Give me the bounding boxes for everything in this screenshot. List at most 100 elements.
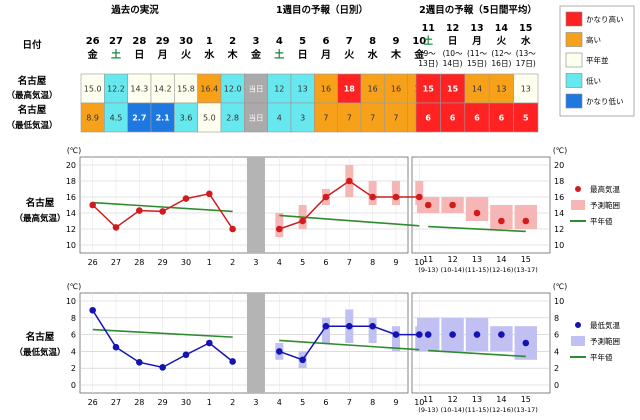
min-row-type-label: （最低気温） [6,120,57,131]
w2-day-label: 15 [519,23,532,34]
today-shade [246,293,265,393]
category-legend-label: かなり高い [586,14,624,24]
date-weekday-label: 日 [134,49,144,61]
y-tick-label: 0 [71,381,76,390]
max-row-value: 15.8 [177,85,195,94]
w2-point [498,217,505,225]
legend-range-label: 予測範囲 [590,200,620,210]
date-day-label: 30 [179,36,193,47]
w2-y-tick-label: 18 [554,177,564,186]
w2-x-tick-label: 13 [472,255,482,264]
x-tick-label: 7 [347,258,352,267]
w2-x-tick-sub-label: (12-16) [489,406,513,414]
w2-weekday-label: 火 [497,36,507,47]
legend-range-swatch [571,336,585,346]
forecast-range-bar [321,317,330,343]
date-weekday-label: 木 [227,48,239,61]
forecast-point [392,193,400,201]
date-day-label: 4 [276,36,283,47]
w2-day-label: 11 [422,23,435,34]
w2-y-tick-label: 4 [554,347,559,356]
date-day-label: 27 [109,36,123,47]
w2-x-tick-sub-label: (10-14) [441,266,465,274]
x-tick-label: 4 [277,258,282,267]
y-tick-label: 4 [71,347,76,356]
w2-y-tick-label: 14 [554,209,564,218]
w2-x-tick-sub-label: (12-16) [489,266,513,274]
min-row-value: 3.6 [180,114,193,123]
x-tick-label: 26 [88,398,98,407]
w2-range-label-2: 17日) [516,59,536,68]
category-legend-swatch [565,93,583,109]
section-week2-title: 2週目の予報（5日間平均） [419,4,537,16]
x-tick-label: 30 [181,398,191,407]
w2-x-tick-label: 15 [521,395,531,404]
w2-weekday-label: 月 [471,36,482,47]
w2-point [522,217,530,225]
w2-point [498,331,505,338]
w2-max-row-cell [415,73,441,104]
category-legend-label: 高い [586,35,601,45]
w2-min-row-cell [415,102,441,133]
max-row-city-label: 名古屋 [18,75,47,87]
w2-day-label: 12 [446,23,459,34]
w2-range-label: (11～ [467,49,487,58]
w2-range-label-2: 15日) [467,59,487,68]
date-weekday-label: 金 [413,48,425,61]
w2-min-row-value: 6 [450,114,456,123]
min-row-value: 5.0 [203,114,216,123]
w2-x-tick-sub-label: (9-13) [418,406,438,414]
date-day-label: 5 [299,36,306,47]
min-row-value: 4.5 [110,114,123,123]
min-row-value: 2.1 [156,114,171,123]
w2-max-row-cell [464,73,490,104]
w2-min-row-cell [464,102,490,133]
min-row-city-label: 名古屋 [18,104,47,116]
normal-line-past [92,201,233,213]
w2-y-tick-label: 8 [554,314,559,323]
date-day-label: 8 [369,36,376,47]
w2-x-tick-sub-label: (13-17) [514,406,538,414]
y-tick-label: 16 [66,193,76,202]
forecast-range-bar [368,181,377,205]
w2-min-row-value: 6 [499,114,505,123]
observed-point [89,306,96,314]
x-tick-label: 7 [347,398,352,407]
w2-point [522,339,530,347]
w2-x-tick-sub-label: (9-13) [418,266,438,274]
forecast-point [369,322,376,330]
y-tick-label: 14 [66,209,76,218]
x-tick-label: 29 [158,258,168,267]
w2-max-row-value: 13 [496,85,506,94]
max-row-value: 12.2 [107,85,125,94]
max-row-value: 12 [274,85,284,94]
date-weekday-label: 金 [250,48,262,61]
w2-y-tick-label: 6 [554,331,559,340]
w2-y-tick-label: 12 [554,225,564,234]
category-legend-swatch [565,52,583,68]
category-legend-swatch [565,32,583,47]
y-tick-label: 10 [66,297,76,306]
date-weekday-label: 月 [157,49,168,61]
x-tick-label: 30 [181,258,191,267]
date-day-label: 10 [412,36,426,47]
min-row-value: 2.8 [226,114,239,123]
date-day-label: 29 [156,36,170,47]
legend-observed-label: 最高気温 [590,184,620,194]
forecast-point [415,331,423,338]
date-day-label: 2 [229,36,236,47]
w2-min-row-value: 5 [523,114,529,123]
x-tick-label: 28 [134,258,144,267]
observed-point [182,351,190,359]
w2-max-row-cell [513,73,539,104]
observed-point [206,190,213,198]
observed-point [159,364,166,371]
w2-range-label-2: 14日) [443,59,463,68]
category-legend-label: 低い [586,76,601,86]
date-day-label: 6 [322,36,329,47]
date-weekday-label: 水 [203,48,215,61]
x-tick-label: 29 [158,398,168,407]
max-row-value: 16 [321,85,331,94]
